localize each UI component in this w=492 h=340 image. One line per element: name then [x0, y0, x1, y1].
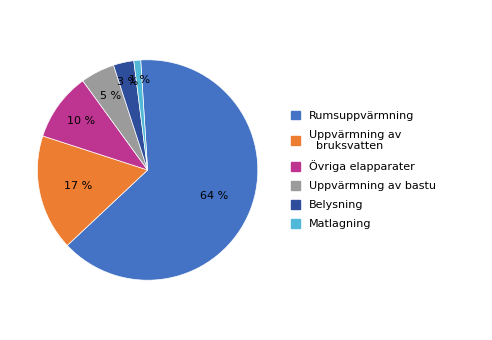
Text: 17 %: 17 % — [63, 181, 92, 191]
Wedge shape — [43, 81, 148, 170]
Wedge shape — [67, 60, 258, 280]
Text: 3 %: 3 % — [117, 77, 138, 87]
Text: 1 %: 1 % — [128, 75, 150, 85]
Wedge shape — [83, 65, 148, 170]
Legend: Rumsuppvärmning, Uppvärmning av
  bruksvatten, Övriga elapparater, Uppvärmning a: Rumsuppvärmning, Uppvärmning av bruksvat… — [291, 111, 436, 229]
Wedge shape — [37, 136, 148, 245]
Wedge shape — [134, 60, 148, 170]
Text: 64 %: 64 % — [200, 191, 228, 201]
Text: 10 %: 10 % — [67, 116, 95, 126]
Text: 5 %: 5 % — [99, 91, 121, 101]
Wedge shape — [114, 61, 148, 170]
